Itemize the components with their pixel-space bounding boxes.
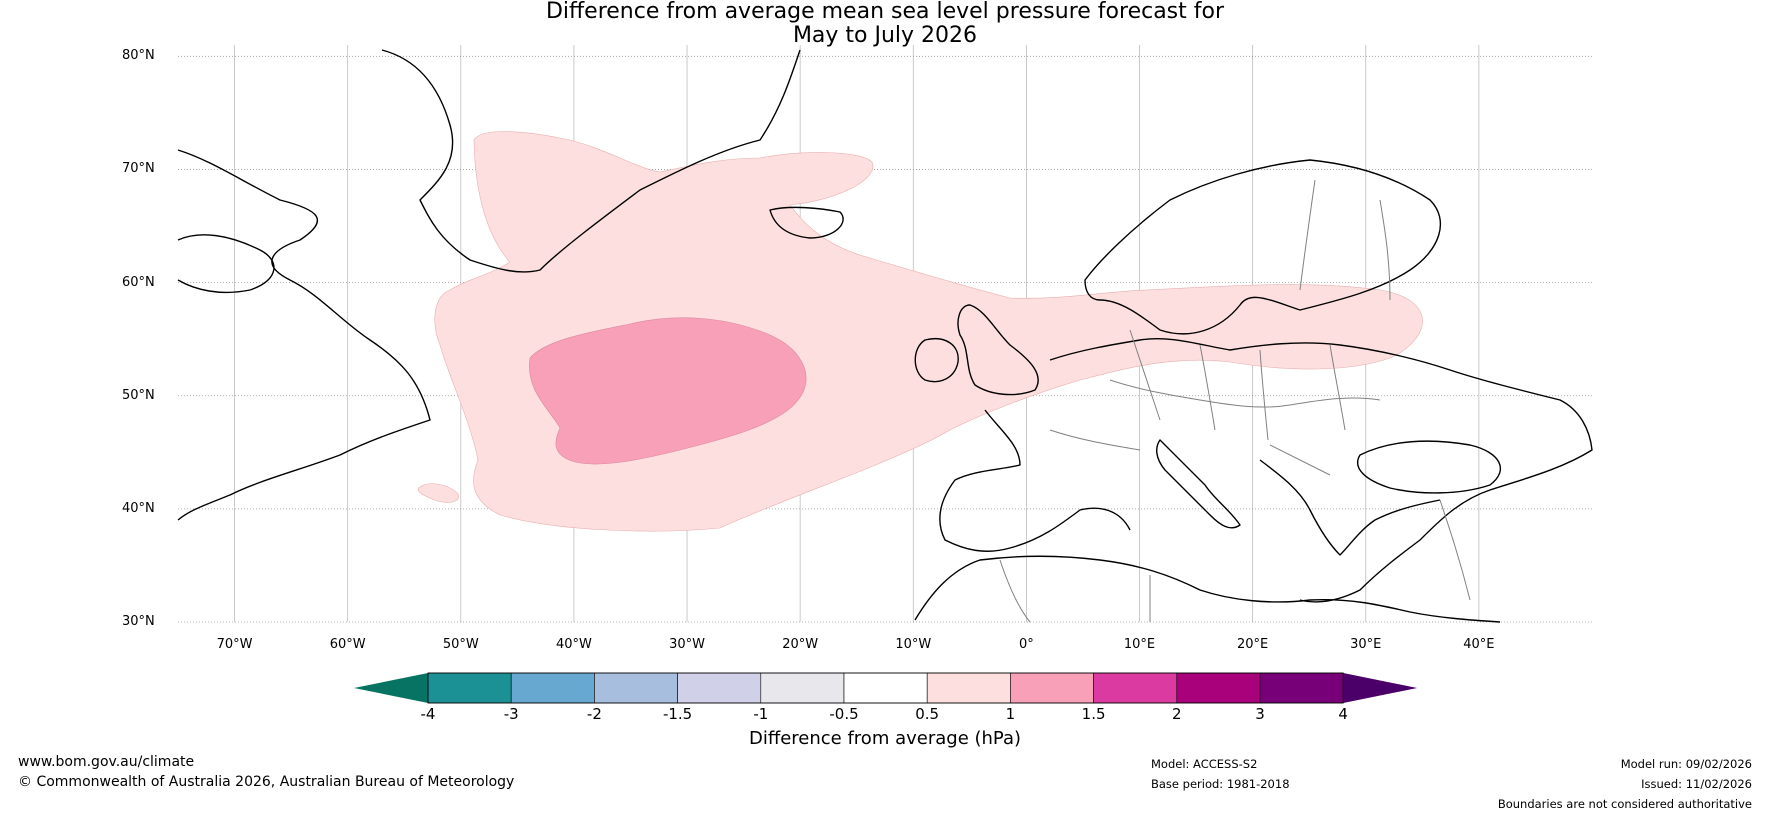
colorbar-tick-label: -1 [753,705,769,723]
anomaly-region-medium [529,317,807,465]
colorbar-bin [677,672,762,704]
longitude-label: 30°E [1350,637,1382,652]
colorbar-tick-label: 2 [1172,705,1182,723]
model-name: Model: ACCESS-S2 [1151,757,1258,771]
copyright-text: © Commonwealth of Australia 2026, Austra… [18,774,515,790]
colorbar-label: Difference from average (hPa) [748,728,1022,749]
model-run-date: Model run: 09/02/2026 [1620,757,1752,771]
longitude-label: 0° [1019,637,1034,652]
title-line-1: Difference from average mean sea level p… [545,0,1225,24]
longitude-label: 20°W [782,637,819,652]
longitude-label: 10°W [895,637,932,652]
base-period: Base period: 1981-2018 [1151,777,1290,791]
longitude-label: 70°W [216,637,253,652]
colorbar-tick-label: -3 [503,705,519,723]
coastline-canada [177,149,431,521]
coastline-black-sea [1357,440,1502,494]
colorbar-tick-label: -1.5 [662,705,693,723]
boundaries-disclaimer: Boundaries are not considered authoritat… [1497,797,1752,811]
map-panel [177,45,1593,623]
colorbar-tick-label: -4 [420,705,436,723]
country-borders [999,179,1471,623]
colorbar-under-arrow [354,673,428,703]
anomaly-regions [417,131,1423,532]
colorbar-bin [1176,672,1261,704]
colorbar-tick-label: -0.5 [829,705,859,723]
latitude-label: 50°N [122,387,155,403]
coastline-iberia [939,409,1131,552]
longitude-label: 20°E [1236,637,1269,652]
colorbar-tick-label: 3 [1255,705,1265,723]
coastline-balkans-greece [1259,459,1441,556]
colorbar-tick-label: 1 [1005,705,1016,723]
anomaly-region-light-patch [417,483,459,503]
longitude-label: 40°W [555,637,592,652]
colorbar-bin [926,672,1011,704]
issued-date: Issued: 11/02/2026 [1641,777,1752,791]
latitude-label: 70°N [122,161,155,177]
website-url[interactable]: www.bom.gov.au/climate [18,754,195,770]
latitude-label: 60°N [122,274,155,290]
coastline-iceland [769,206,844,239]
longitude-label: 40°E [1463,637,1495,652]
latitude-label: 40°N [122,500,155,516]
coastline-ireland [914,338,959,383]
colorbar-tick-label: 0.5 [915,705,940,723]
colorbar-bin [594,672,678,704]
longitude-label: 60°W [329,637,366,652]
colorbar-tick-label: 1.5 [1081,705,1106,723]
colorbar-bin [427,672,512,704]
coastline-italy [1156,439,1241,529]
colorbar-bin [843,672,928,704]
colorbar-tick-label: 4 [1338,705,1348,723]
colorbar-bin [1010,672,1094,704]
colorbar [354,672,1418,704]
colorbar-bin [510,672,595,704]
colorbar-bins [354,672,1418,704]
coastline-baffin [177,234,275,294]
longitude-label: 50°W [442,637,479,652]
coastline-greenland [381,49,801,273]
latitude-label: 80°N [122,48,155,64]
map-title: Difference from average mean sea level p… [0,0,1770,48]
colorbar-over-arrow [1343,673,1418,703]
coastline-scandinavia [1084,159,1441,335]
longitude-label: 30°W [669,637,705,652]
coastline-europe [1049,337,1593,603]
coastlines [177,49,1593,623]
latitude-label: 30°N [122,614,155,629]
coastline-north-africa [914,555,1501,623]
colorbar-bin [1259,672,1344,704]
colorbar-bin [1093,672,1178,704]
colorbar-bin [760,672,845,704]
title-line-2: May to July 2026 [792,23,978,48]
longitude-label: 10°E [1123,637,1156,652]
colorbar-tick-label: -2 [586,705,602,723]
coastline-great-britain [957,304,1039,396]
